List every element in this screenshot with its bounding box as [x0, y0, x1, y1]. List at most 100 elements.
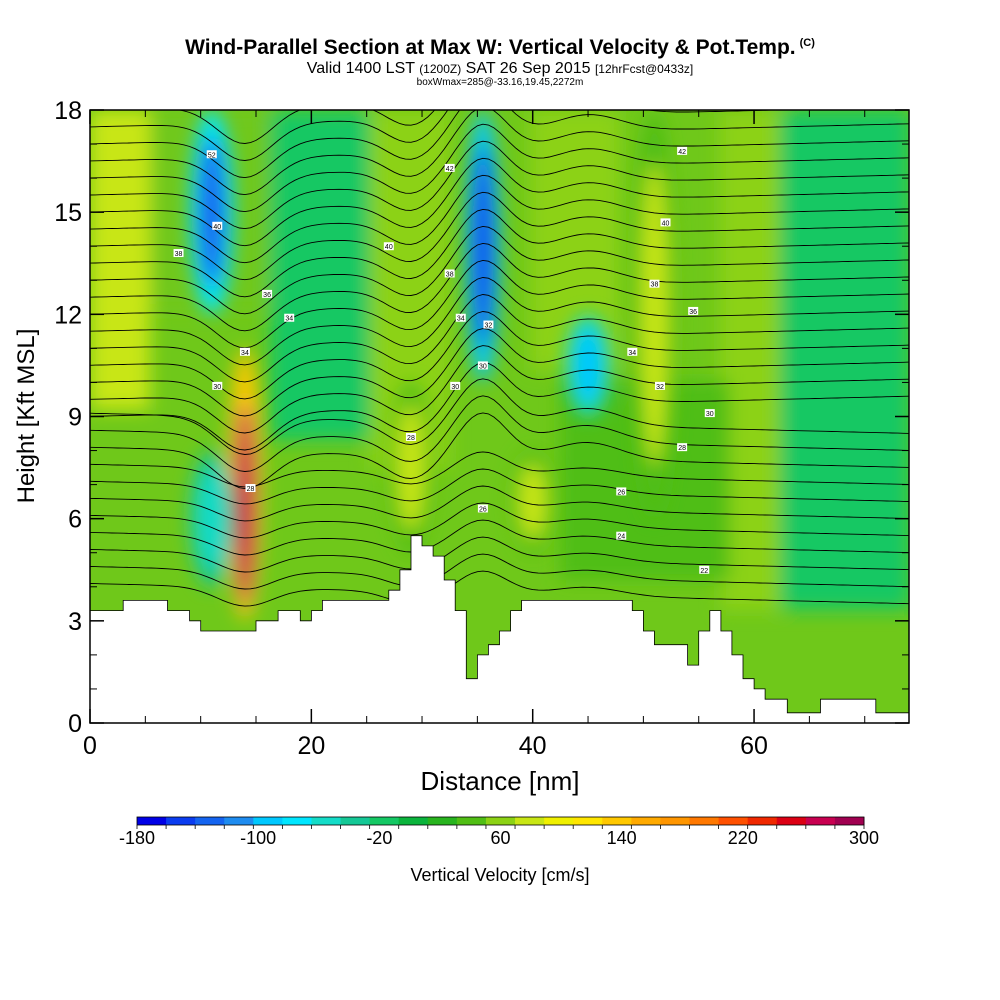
isentrope-label-text: 32 — [656, 384, 664, 391]
isentrope-label-box — [649, 279, 660, 288]
isentrope-label: 38 — [444, 269, 455, 278]
isentrope-label-box — [699, 565, 710, 574]
velocity-features — [189, 110, 677, 621]
x-tick-label: 60 — [740, 732, 768, 760]
velocity-feature-core — [518, 463, 547, 540]
colorbar-swatch — [631, 817, 661, 825]
isentrope-line — [90, 277, 909, 366]
x-tick-label: 40 — [519, 732, 547, 760]
isentrope-line — [90, 311, 909, 400]
isentrope-label-box — [688, 306, 699, 315]
velocity-feature-core — [234, 403, 256, 606]
isentrope-label-box — [654, 381, 665, 390]
isentrope-label-text: 34 — [457, 316, 465, 323]
isentrope-line — [90, 157, 909, 247]
isentrope-label-box — [704, 409, 715, 418]
chart-subtitle: Valid 1400 LST (1200Z) SAT 26 Sep 2015 [… — [0, 60, 1000, 78]
isentrope-labels: 52 40 38 36 34 34 30 28 40 28 42 38 34 32 30 30 26 42 40 38… — [173, 146, 715, 575]
colorbar-swatch — [602, 817, 632, 825]
isentrope-label: 32 — [654, 381, 665, 391]
colorbar-swatch — [834, 817, 865, 825]
isentrope-label-box — [206, 150, 217, 159]
subtitle-date: SAT 26 Sep 2015 — [465, 60, 591, 77]
isentrope-label: 26 — [477, 504, 488, 513]
isentrope-label-text: 36 — [689, 309, 697, 316]
isentrope-label-text: 22 — [700, 568, 708, 575]
isentrope-label: 42 — [444, 163, 455, 173]
isentrope-label-box — [450, 381, 461, 390]
isentrope-label: 40 — [212, 221, 223, 231]
velocity-feature-core — [397, 404, 425, 531]
colorbar-swatch — [224, 817, 254, 825]
subtitle-valid: Valid 1400 LST — [306, 60, 415, 77]
velocity-field: 52 40 38 36 34 34 30 28 40 28 42 38 34 32 30 30 26 42 40 38… — [90, 110, 909, 723]
isentrope-label-text: 34 — [285, 316, 293, 323]
colorbar-swatch — [195, 817, 225, 825]
isentrope-label: 40 — [383, 242, 394, 251]
y-tick-label: 12 — [54, 301, 82, 329]
isentrope-label: 36 — [262, 289, 273, 299]
velocity-feature-core — [574, 327, 602, 404]
isentrope-label: 32 — [483, 320, 494, 330]
isentrope-label-text: 40 — [213, 224, 221, 231]
colorbar-swatch — [166, 817, 196, 825]
isentrope-label-box — [262, 289, 273, 298]
isentrope-line — [90, 519, 909, 556]
isentrope-label: 22 — [699, 565, 710, 575]
colorbar-swatch — [718, 817, 749, 825]
terrain-mask — [90, 535, 909, 723]
isentrope-label: 52 — [206, 150, 217, 159]
isentrope-label: 28 — [677, 443, 688, 452]
isentrope-label-box — [212, 221, 223, 230]
colorbar-swatch — [747, 817, 778, 825]
chart-title: Wind-Parallel Section at Max W: Vertical… — [0, 36, 1000, 60]
title-text: Wind-Parallel Section at Max W: Vertical… — [185, 36, 796, 59]
colorbar-swatch — [689, 817, 720, 825]
isentrope-label-box — [455, 313, 466, 322]
colorbar-label: Vertical Velocity [cm/s] — [410, 865, 589, 885]
subtitle-utc: (1200Z) — [419, 62, 462, 76]
colorbar-swatch — [137, 817, 167, 825]
velocity-feature-core — [197, 468, 226, 570]
colorbar-swatch — [427, 817, 458, 825]
isentrope-label: 34 — [455, 313, 466, 323]
isentrope-label: 30 — [704, 409, 715, 418]
colorbar-swatch — [515, 817, 545, 825]
isentrope-label: 40 — [660, 218, 671, 227]
x-tick-label: 20 — [297, 732, 325, 760]
y-tick-label: 6 — [68, 506, 82, 534]
isentrope-label-box — [677, 146, 688, 155]
isentrope-label: 28 — [405, 432, 416, 442]
colorbar-tick-label: 220 — [728, 828, 758, 848]
colorbar-swatch — [340, 817, 371, 825]
isentrope-label-box — [477, 361, 488, 370]
isentrope-label-box — [660, 218, 671, 227]
isentrope-label-box — [212, 381, 223, 390]
isentrope-line — [90, 208, 909, 298]
isentrope-line — [90, 468, 909, 505]
isentrope-label-text: 34 — [628, 350, 636, 357]
isentrope-label-box — [405, 432, 416, 441]
isentrope-line — [90, 553, 909, 590]
isentrope-label: 34 — [284, 313, 295, 323]
isentrope-line — [90, 536, 909, 573]
isentrope-label: 30 — [477, 361, 488, 370]
isentrope-lines — [90, 110, 909, 607]
isentrope-label-box — [383, 242, 394, 251]
colorbar-swatch — [573, 817, 603, 825]
isentrope-label: 34 — [239, 347, 250, 357]
isentrope-line — [90, 259, 909, 349]
isentrope-label-text: 30 — [706, 411, 714, 418]
colorbar-swatch — [660, 817, 691, 825]
title-tag: (C) — [799, 37, 815, 49]
velocity-feature-core — [640, 162, 669, 466]
isentrope-label-text: 30 — [213, 384, 221, 391]
isentrope-label-box — [444, 163, 455, 172]
colorbar-tick-label: -100 — [240, 828, 276, 848]
colorbar-swatch — [369, 817, 400, 825]
y-tick-label: 15 — [54, 199, 82, 227]
isentrope-label: 42 — [677, 146, 688, 156]
isentrope-label-text: 52 — [208, 152, 216, 159]
isentrope-line — [90, 294, 909, 383]
